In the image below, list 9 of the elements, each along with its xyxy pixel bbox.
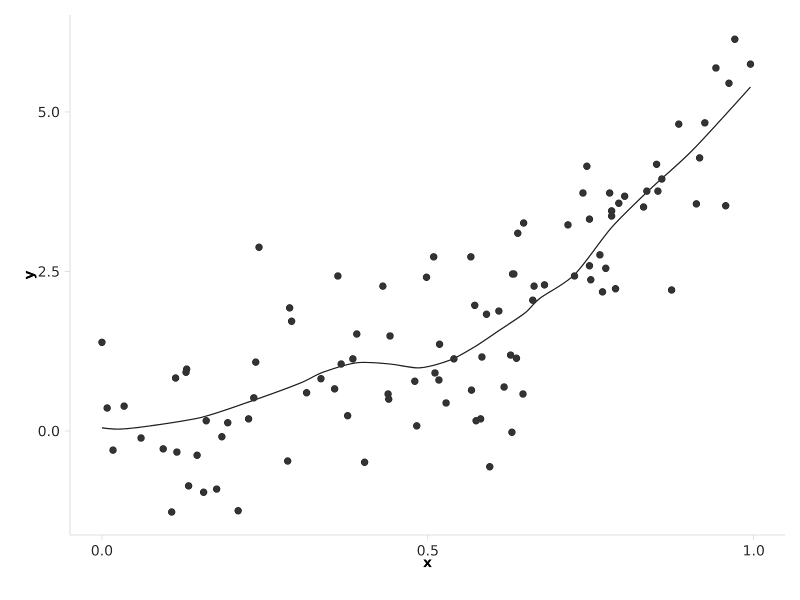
y-tick-label: 5.0 [38, 106, 60, 118]
y-tick-label: 0.0 [38, 426, 60, 436]
x-tick-label: 1.0 [744, 545, 764, 556]
line-series [101, 86, 752, 430]
y-tick-label: 2.5 [38, 266, 59, 277]
y-axis-title: y [26, 270, 37, 280]
x-axis-title: x [423, 559, 432, 568]
x-tick-label: 0.5 [418, 545, 438, 556]
x-tick-label: 0.0 [92, 545, 112, 556]
